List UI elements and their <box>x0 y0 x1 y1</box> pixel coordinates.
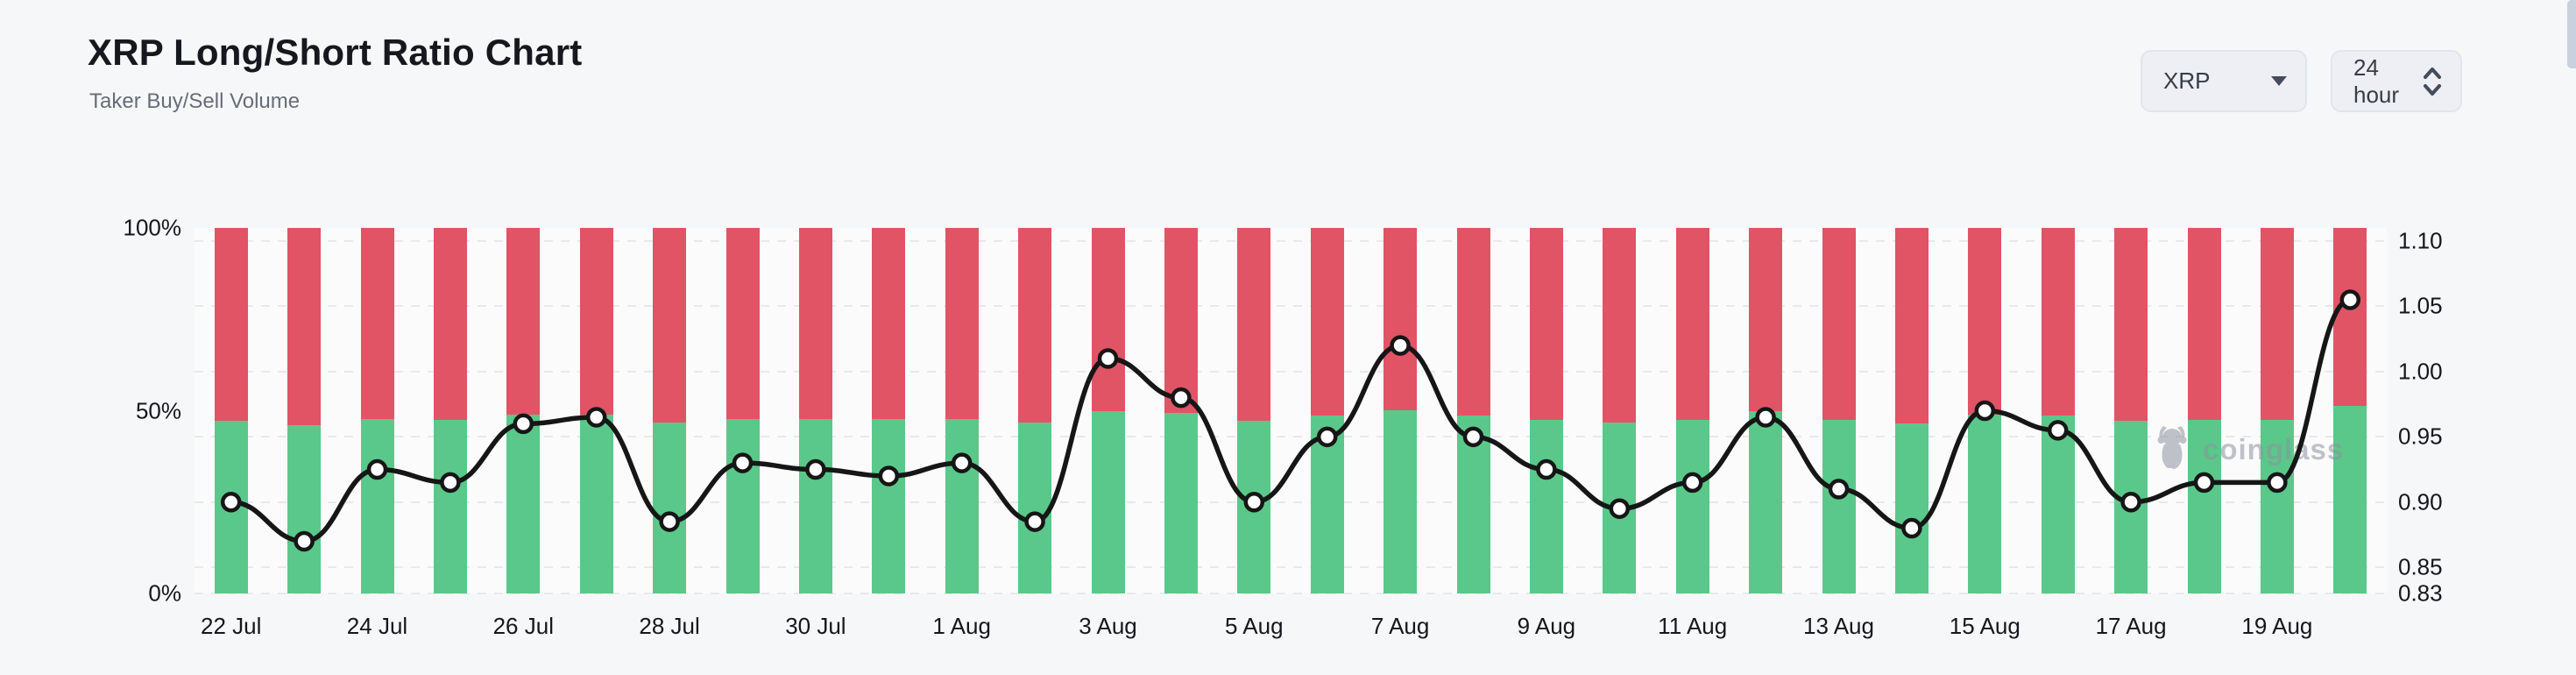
scrollbar-thumb[interactable] <box>2567 0 2576 68</box>
bar-long-segment <box>1968 414 2002 593</box>
bar-long-segment <box>798 418 832 593</box>
bar-long-segment <box>1603 422 1637 593</box>
bar-long-segment <box>214 421 248 593</box>
bar-short-segment <box>1603 228 1637 423</box>
gridline <box>195 239 2387 242</box>
bar-short-segment <box>653 228 687 423</box>
bar-short-segment <box>945 228 979 419</box>
left-axis-label: 100% <box>123 214 182 241</box>
left-axis-label: 50% <box>135 397 181 423</box>
bar-short-segment <box>1237 228 1271 422</box>
right-axis-label: 1.00 <box>2398 358 2443 385</box>
left-axis-label: 0% <box>148 579 181 607</box>
bar-short-segment <box>2187 228 2221 420</box>
x-axis-label: 5 Aug <box>1225 613 1284 639</box>
bar-short-segment <box>872 228 906 419</box>
watermark-text: coinglass <box>2203 432 2345 465</box>
bar-long-segment <box>1164 413 1198 593</box>
x-axis-label: 30 Jul <box>785 613 846 639</box>
x-axis-label: 28 Jul <box>639 613 700 639</box>
bar-long-segment <box>506 414 541 593</box>
bar-short-segment <box>725 228 760 419</box>
bar-long-segment <box>579 415 613 593</box>
right-axis-label: 0.83 <box>2398 579 2443 607</box>
bar-short-segment <box>214 228 248 422</box>
bar-long-segment <box>1091 411 1125 593</box>
bar-long-segment <box>1675 419 1709 593</box>
x-axis-label: 24 Jul <box>346 613 408 639</box>
x-axis-label: 13 Aug <box>1803 613 1874 639</box>
interval-select-value: 24 hour <box>2353 53 2400 108</box>
x-axis-label: 17 Aug <box>2095 613 2167 639</box>
bar-long-segment <box>1384 409 1418 593</box>
bar-short-segment <box>579 228 613 416</box>
right-axis-label: 1.10 <box>2398 227 2443 254</box>
bar-short-segment <box>1018 228 1052 423</box>
watermark: coinglass <box>2155 424 2344 474</box>
page-title: XRP Long/Short Ratio Chart <box>88 32 583 73</box>
bar-long-segment <box>2041 416 2075 593</box>
bar-long-segment <box>1822 419 1856 593</box>
bar-long-segment <box>1456 416 1490 593</box>
interval-select[interactable]: 24 hour <box>2331 50 2462 112</box>
bar-short-segment <box>1456 228 1490 416</box>
bar-short-segment <box>287 228 322 426</box>
bar-short-segment <box>2333 228 2367 407</box>
x-axis-label: 11 Aug <box>1658 613 1728 639</box>
gridline <box>195 593 2387 594</box>
coinglass-bull-icon <box>2155 424 2194 474</box>
x-axis-label: 22 Jul <box>200 613 262 639</box>
right-axis-label: 0.95 <box>2398 423 2443 450</box>
bar-short-segment <box>360 228 394 419</box>
bar-long-segment <box>725 418 760 593</box>
bar-long-segment <box>872 418 906 593</box>
x-axis-label: 1 Aug <box>932 613 991 639</box>
bar-short-segment <box>1384 228 1418 410</box>
bar-long-segment <box>1894 423 1928 593</box>
right-axis-label: 0.90 <box>2398 488 2443 515</box>
bar-short-segment <box>1310 228 1344 416</box>
bar-short-segment <box>1968 228 2002 415</box>
bar-long-segment <box>945 418 979 593</box>
bar-short-segment <box>798 228 832 419</box>
bar-short-segment <box>433 228 467 420</box>
bar-short-segment <box>1164 228 1198 414</box>
bar-long-segment <box>1018 422 1052 593</box>
right-axis-label: 1.05 <box>2398 292 2443 319</box>
gridline <box>195 566 2387 569</box>
bar-short-segment <box>2260 228 2294 420</box>
page-subtitle: Taker Buy/Sell Volume <box>89 89 301 113</box>
bar-long-segment <box>287 425 322 593</box>
bar-long-segment <box>1529 419 1563 593</box>
symbol-select-value: XRP <box>2163 68 2211 94</box>
x-axis-label: 15 Aug <box>1949 613 2020 639</box>
x-axis-label: 7 Aug <box>1370 613 1430 639</box>
bar-short-segment <box>1529 228 1563 420</box>
bar-short-segment <box>1091 228 1125 412</box>
bar-short-segment <box>2114 228 2148 422</box>
bar-short-segment <box>1675 228 1709 420</box>
bar-long-segment <box>1310 416 1344 593</box>
bar-short-segment <box>1749 228 1783 412</box>
bar-short-segment <box>2041 228 2075 416</box>
bar-long-segment <box>433 419 467 593</box>
x-axis-label: 9 Aug <box>1517 613 1576 639</box>
bar-long-segment <box>1749 411 1783 593</box>
symbol-select[interactable]: XRP <box>2141 50 2307 112</box>
x-axis-label: 3 Aug <box>1079 613 1137 639</box>
bar-long-segment <box>360 418 394 593</box>
bar-long-segment <box>1237 421 1271 593</box>
bar-short-segment <box>1822 228 1856 420</box>
bar-short-segment <box>506 228 541 415</box>
caret-down-icon <box>2270 75 2288 87</box>
bar-long-segment <box>653 422 687 593</box>
bar-short-segment <box>1894 228 1928 424</box>
x-axis-label: 19 Aug <box>2241 613 2313 639</box>
chevron-up-down-icon <box>2422 66 2443 97</box>
bar-long-segment <box>2114 421 2148 593</box>
right-axis-label: 0.85 <box>2398 553 2443 580</box>
x-axis-label: 26 Jul <box>492 613 554 639</box>
